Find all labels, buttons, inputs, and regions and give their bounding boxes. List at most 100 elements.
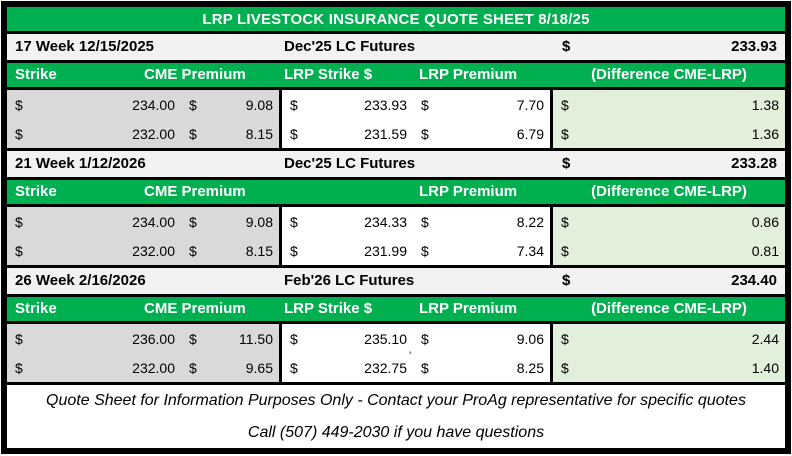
currency-symbol: $ (561, 330, 569, 347)
lrp-strike-cell: $233.93 (282, 90, 413, 119)
currency-symbol: $ (561, 213, 569, 230)
divider (7, 382, 785, 385)
cme-premium-value: 9.08 (245, 96, 273, 113)
divider (7, 204, 785, 207)
strike-value: 232.00 (132, 125, 175, 142)
lrp-strike-cell: $235.10 (282, 324, 413, 353)
currency-symbol: $ (562, 272, 571, 289)
column-divider (279, 324, 282, 353)
lrp-premium-value: 7.34 (516, 242, 544, 259)
lrp-premium-cell: $8.22 (413, 207, 550, 236)
difference-value: 2.44 (751, 330, 779, 347)
strike-cell: $236.00 (7, 324, 181, 353)
currency-symbol: $ (290, 242, 298, 259)
section-1-week-row: 17 Week 12/15/2025 Dec'25 LC Futures $ 2… (7, 34, 785, 60)
column-divider (279, 90, 282, 119)
lrp-strike-cell: $231.59 (282, 119, 413, 148)
lrp-strike-value: 235.10 (364, 330, 407, 347)
cme-premium-value: 11.50 (239, 330, 273, 347)
cme-premium-value: 9.08 (245, 213, 273, 230)
col-header-strike: Strike (15, 300, 57, 317)
divider (7, 87, 785, 90)
col-header-difference: (Difference CME-LRP) (591, 183, 747, 200)
strike-value: 232.00 (132, 359, 175, 376)
column-divider (279, 207, 282, 236)
currency-symbol: $ (421, 359, 429, 376)
footer-disclaimer: Quote Sheet for Information Purposes Onl… (7, 385, 785, 448)
column-divider (550, 207, 553, 236)
strike-cell: $234.00 (7, 90, 181, 119)
column-divider (550, 236, 553, 265)
currency-symbol: $ (189, 359, 197, 376)
currency-symbol: $ (421, 96, 429, 113)
currency-symbol: $ (421, 213, 429, 230)
col-header-lrp-premium: LRP Premium (419, 183, 518, 200)
difference-cell: $1.40 (553, 353, 785, 382)
section-1-header-row: Strike CME Premium LRP Strike $ LRP Prem… (7, 63, 785, 87)
section-3-header-row: Strike CME Premium LRP Strike $ LRP Prem… (7, 297, 785, 321)
cme-premium-cell: $11.50 (181, 324, 279, 353)
strike-cell: $232.00 (7, 236, 181, 265)
futures-label: Dec'25 LC Futures (284, 155, 416, 172)
section-2-header-row: Strike CME Premium LRP Premium (Differen… (7, 180, 785, 204)
col-header-strike: Strike (15, 66, 57, 83)
currency-symbol: $ (290, 213, 298, 230)
col-header-cme-premium: CME Premium (144, 300, 246, 317)
futures-price: 233.93 (731, 38, 777, 55)
strike-cell: $232.00 (7, 119, 181, 148)
table-row: $234.00 $9.08 $234.33 $8.22 $0.86 (7, 207, 785, 236)
currency-symbol: $ (562, 155, 571, 172)
divider (7, 60, 785, 63)
difference-cell: $1.36 (553, 119, 785, 148)
col-header-difference: (Difference CME-LRP) (591, 300, 747, 317)
strike-value: 234.00 (132, 96, 175, 113)
difference-value: 1.38 (751, 96, 779, 113)
currency-symbol: $ (189, 96, 197, 113)
lrp-strike-value: 233.93 (364, 96, 407, 113)
lrp-premium-cell: $8.25 (413, 353, 550, 382)
table-row: $236.00 $11.50 $235.10 $9.06 $2.44 (7, 324, 785, 353)
table-row: $234.00 $9.08 $233.93 $7.70 $1.38 (7, 90, 785, 119)
cme-premium-value: 8.15 (245, 242, 273, 259)
section-1-data: $234.00 $9.08 $233.93 $7.70 $1.38 $232.0… (7, 90, 785, 148)
divider (7, 31, 785, 34)
strike-cell: $234.00 (7, 207, 181, 236)
futures-label: Feb'26 LC Futures (284, 272, 415, 289)
divider (7, 177, 785, 180)
col-header-lrp-strike: LRP Strike $ (284, 300, 373, 317)
currency-symbol: $ (189, 125, 197, 142)
currency-symbol: $ (290, 96, 298, 113)
cme-premium-value: 9.65 (245, 359, 273, 376)
lrp-strike-value: 234.33 (364, 213, 407, 230)
table-row: $232.00 $8.15 $231.59 $6.79 $1.36 (7, 119, 785, 148)
divider (7, 294, 785, 297)
col-header-lrp-premium: LRP Premium (419, 66, 518, 83)
difference-cell: $0.86 (553, 207, 785, 236)
lrp-strike-cell: $234.33 (282, 207, 413, 236)
currency-symbol: $ (15, 242, 23, 259)
sheet-title: LRP LIVESTOCK INSURANCE QUOTE SHEET 8/18… (7, 7, 785, 31)
lrp-premium-cell: $9.06 (413, 324, 550, 353)
currency-symbol: $ (561, 125, 569, 142)
column-divider (550, 353, 553, 382)
currency-symbol: $ (15, 359, 23, 376)
table-row: $232.00 $9.65 $232.75 $8.25 $1.40 (7, 353, 785, 382)
contact-line: Call (507) 449-2030 if you have question… (247, 424, 545, 441)
currency-symbol: $ (561, 96, 569, 113)
column-divider (279, 353, 282, 382)
lrp-strike-cell: $232.75 (282, 353, 413, 382)
currency-symbol: $ (189, 330, 197, 347)
lrp-premium-cell: $7.34 (413, 236, 550, 265)
strike-value: 234.00 (132, 213, 175, 230)
cme-premium-cell: $9.08 (181, 207, 279, 236)
difference-value: 0.86 (751, 213, 779, 230)
section-2-week-row: 21 Week 1/12/2026 Dec'25 LC Futures $ 23… (7, 151, 785, 177)
lrp-premium-cell: $7.70 (413, 90, 550, 119)
cme-premium-cell: $8.15 (181, 236, 279, 265)
divider (7, 265, 785, 268)
cme-premium-cell: $9.65 (181, 353, 279, 382)
difference-cell: $2.44 (553, 324, 785, 353)
currency-symbol: $ (290, 330, 298, 347)
currency-symbol: $ (15, 330, 23, 347)
